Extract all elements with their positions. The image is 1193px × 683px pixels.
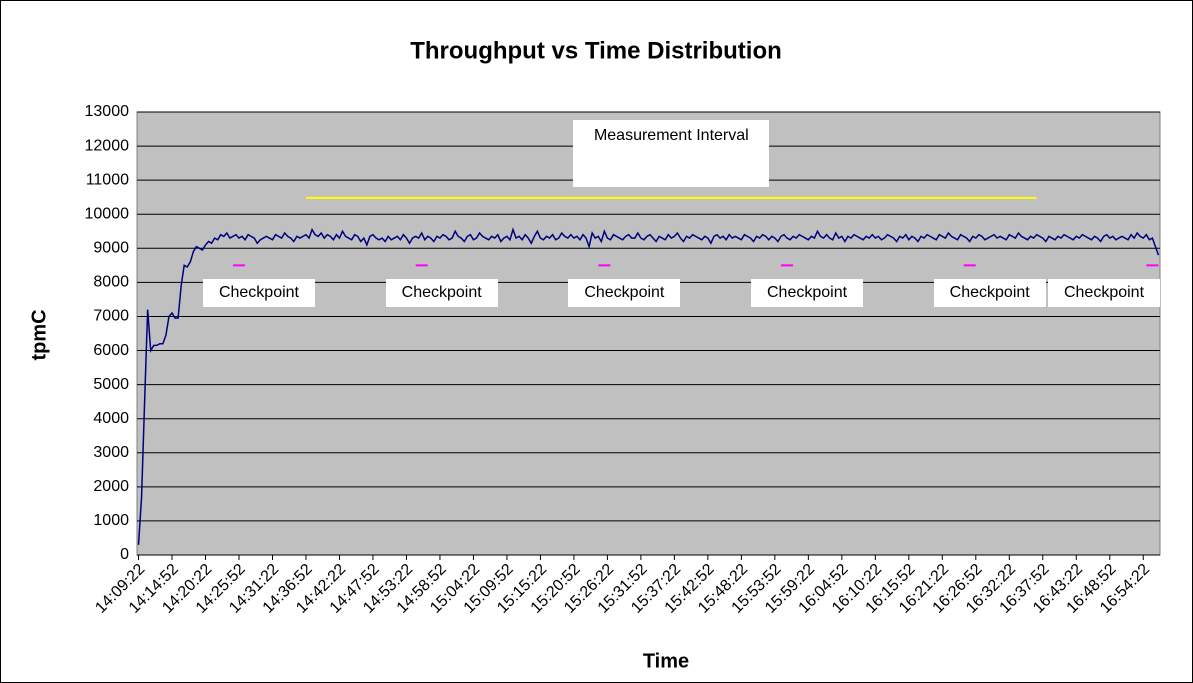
y-tick-label: 2000 bbox=[93, 478, 129, 495]
y-tick-label: 9000 bbox=[93, 240, 129, 257]
y-tick-label: 3000 bbox=[93, 444, 129, 461]
y-tick-label: 0 bbox=[120, 546, 129, 563]
measurement-interval-label: Measurement Interval bbox=[573, 120, 770, 187]
y-tick-label: 13000 bbox=[85, 103, 130, 120]
y-tick-label: 1000 bbox=[93, 512, 129, 529]
checkpoint-label: Checkpoint bbox=[1048, 279, 1160, 308]
y-tick-label: 5000 bbox=[93, 376, 129, 393]
y-tick-label: 4000 bbox=[93, 410, 129, 427]
checkpoint-label: Checkpoint bbox=[202, 279, 315, 308]
checkpoint-label: Checkpoint bbox=[751, 279, 864, 308]
chart-title: Throughput vs Time Distribution bbox=[410, 37, 782, 64]
y-tick-label: 12000 bbox=[85, 137, 130, 154]
y-tick-label: 6000 bbox=[93, 342, 129, 359]
checkpoint-label: Checkpoint bbox=[385, 279, 498, 308]
y-tick-label: 11000 bbox=[86, 171, 129, 188]
checkpoint-label: Checkpoint bbox=[933, 279, 1046, 308]
data-line bbox=[137, 227, 1160, 545]
y-axis-label: tpmC bbox=[28, 309, 50, 360]
y-tick-label: 10000 bbox=[85, 205, 130, 222]
x-axis-label: Time bbox=[643, 650, 689, 672]
y-tick-label: 7000 bbox=[93, 308, 129, 325]
y-tick-label: 8000 bbox=[93, 274, 129, 291]
checkpoint-label: Checkpoint bbox=[568, 279, 681, 308]
